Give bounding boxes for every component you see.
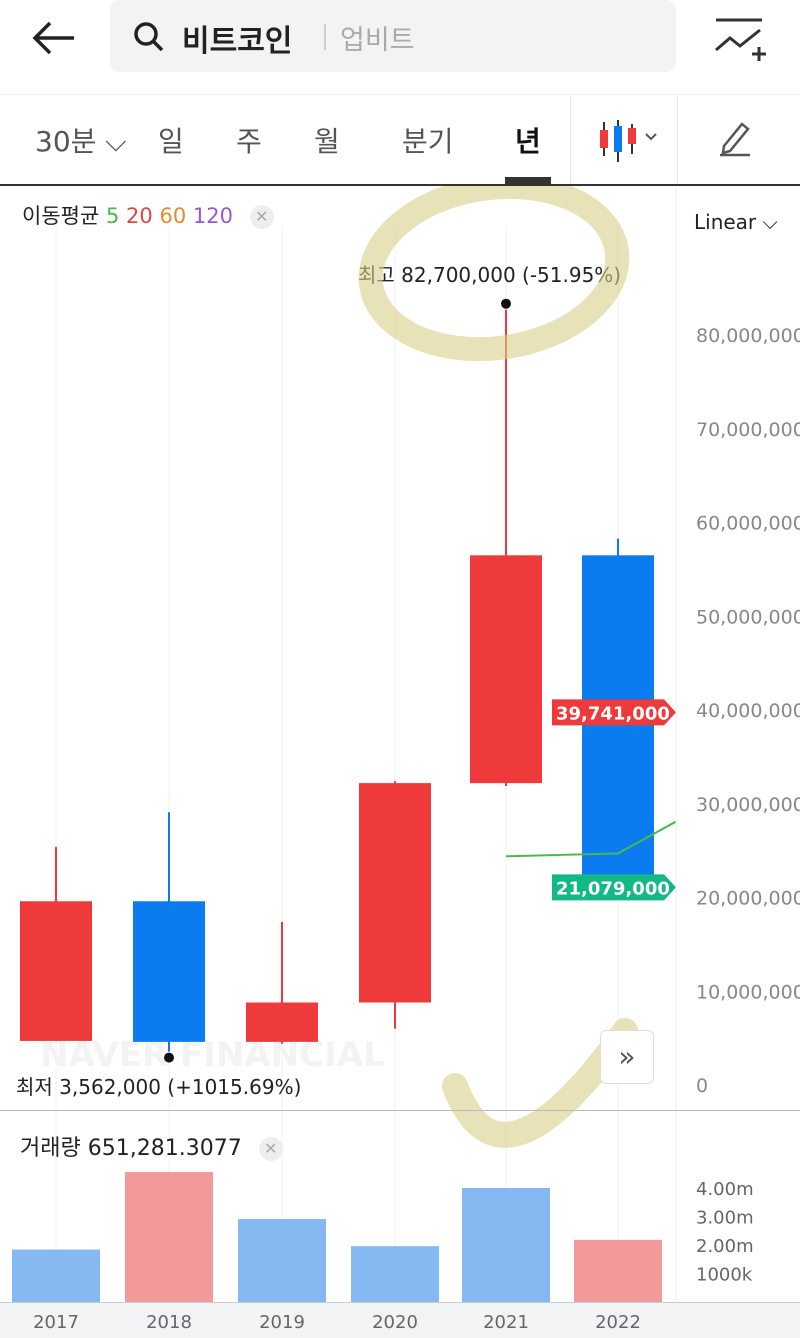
ma5-line <box>505 820 677 858</box>
x-axis-labels: 2017 2018 2019 2020 2021 2022 <box>33 1312 641 1333</box>
active-tab-indicator <box>505 177 551 184</box>
candle-body <box>246 1002 318 1042</box>
candle-body <box>20 901 92 1041</box>
close-volume-icon[interactable]: ✕ <box>258 1137 283 1161</box>
ma-5: 5 <box>105 204 120 228</box>
candle-type-icon[interactable] <box>598 118 662 162</box>
x-tick-label: 2022 <box>595 1312 641 1333</box>
volume-bar <box>574 1239 662 1302</box>
scale-selector[interactable]: Linear ⌵ <box>694 210 778 234</box>
tab-30min[interactable]: 30분 ⌵ <box>35 125 127 158</box>
search-box[interactable]: 비트코인 업비트 <box>110 0 676 72</box>
volume-bar <box>351 1246 439 1302</box>
candle-body <box>133 901 205 1042</box>
divider <box>324 24 326 50</box>
back-arrow-icon[interactable] <box>30 18 80 58</box>
y-tick-label: 40,000,000 <box>696 700 800 722</box>
tab-quarter[interactable]: 분기 <box>402 125 454 158</box>
ma-label: 이동평균 <box>22 204 100 228</box>
watermark: NAVER FINANCIAL <box>40 1035 385 1075</box>
x-tick-label: 2021 <box>483 1312 529 1333</box>
highlight-circle <box>358 186 630 362</box>
x-axis <box>0 1302 800 1338</box>
price-tag-text: 39,741,000 <box>556 703 670 724</box>
price-tag-text: 21,079,000 <box>556 878 670 899</box>
volume-value: 651,281.3077 <box>87 1136 242 1161</box>
ma-20: 20 <box>126 204 153 228</box>
x-tick-label: 2020 <box>372 1312 418 1333</box>
ma-60: 60 <box>159 204 187 228</box>
low-label: 최저 3,562,000 (+1015.69%) <box>16 1075 301 1099</box>
price-tag <box>552 874 676 901</box>
y-tick-label: 10,000,000 <box>696 981 800 1003</box>
divider <box>677 96 678 184</box>
search-icon <box>134 22 164 52</box>
high-label: 최고 82,700,000 (-51.95%) <box>358 263 621 287</box>
scroll-to-latest-button[interactable]: » <box>600 1030 654 1084</box>
stock-name: 비트코인 <box>182 24 293 59</box>
volume-bar <box>12 1249 100 1302</box>
y-tick-label: 50,000,000 <box>696 606 800 628</box>
add-compare-chart-icon[interactable] <box>712 16 768 64</box>
divider <box>570 96 571 184</box>
divider <box>0 1110 800 1111</box>
y-tick-label: 60,000,000 <box>696 513 800 535</box>
moving-average-legend[interactable]: 이동평균 5 20 60 120 ✕ <box>22 200 274 230</box>
x-tick-label: 2019 <box>259 1312 305 1333</box>
ma-120: 120 <box>192 204 233 228</box>
candle-body <box>359 783 431 1003</box>
volume-bar <box>238 1219 326 1302</box>
price-chart[interactable]: NAVER FINANCIAL 0 10,000,000 20,000,000 30,0… <box>0 186 800 1338</box>
volume-tick-label: 2.00m <box>696 1236 754 1257</box>
checkmark-drawing <box>442 1018 638 1148</box>
volume-tick-label: 1000k <box>696 1265 753 1286</box>
y-tick-label: 30,000,000 <box>696 794 800 816</box>
exchange-name: 업비트 <box>340 25 415 56</box>
y-tick-label: 20,000,000 <box>696 888 800 910</box>
volume-legend: 거래량 651,281.3077 ✕ <box>20 1130 283 1162</box>
x-tick-label: 2017 <box>33 1312 79 1333</box>
volume-bar <box>125 1172 213 1302</box>
y-tick-label: 0 <box>696 1075 708 1097</box>
tab-year[interactable]: 년 <box>515 125 541 158</box>
high-marker <box>501 298 511 309</box>
period-tabs: 30분 ⌵ 일 주 월 분기 년 <box>0 96 800 186</box>
candle-body <box>470 555 542 784</box>
tab-month[interactable]: 월 <box>314 125 340 158</box>
pencil-draw-icon[interactable] <box>718 118 752 158</box>
volume-tick-label: 3.00m <box>696 1208 754 1229</box>
top-bar: 비트코인 업비트 <box>0 0 800 95</box>
close-ma-icon[interactable]: ✕ <box>249 205 274 229</box>
x-tick-label: 2018 <box>146 1312 192 1333</box>
volume-tick-label: 4.00m <box>696 1179 754 1200</box>
tab-week[interactable]: 주 <box>236 125 262 158</box>
volume-label: 거래량 <box>20 1136 81 1161</box>
tab-day[interactable]: 일 <box>158 125 184 158</box>
volume-bar <box>462 1188 550 1302</box>
price-tag <box>552 699 676 726</box>
low-marker <box>164 1052 174 1063</box>
y-tick-label: 80,000,000 <box>696 325 800 347</box>
y-tick-label: 70,000,000 <box>696 419 800 441</box>
